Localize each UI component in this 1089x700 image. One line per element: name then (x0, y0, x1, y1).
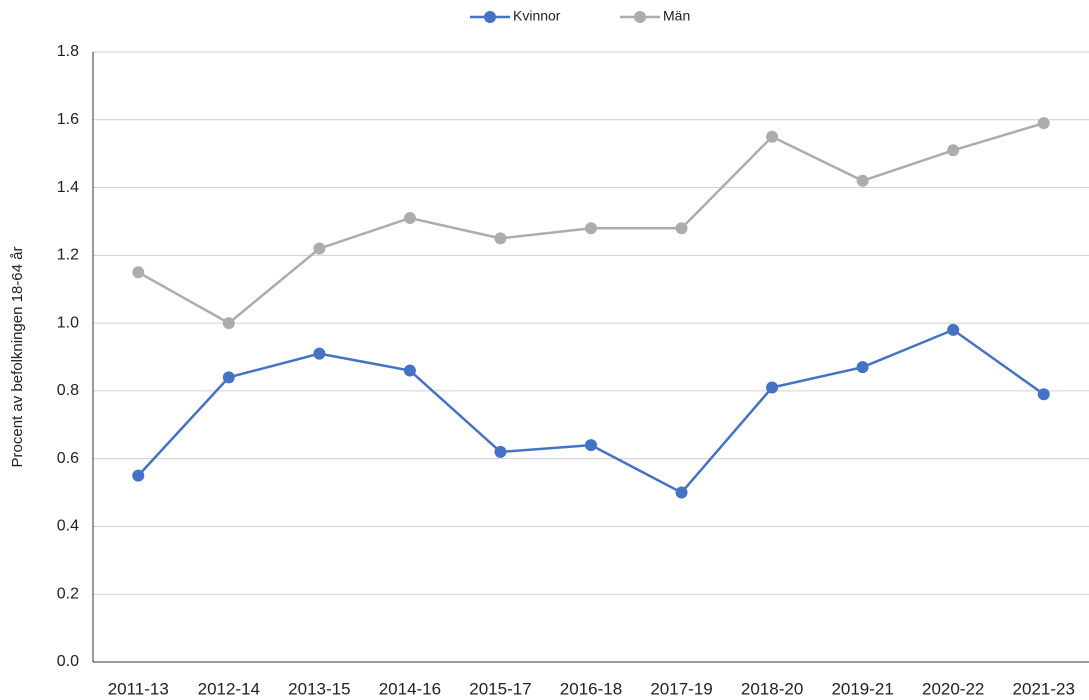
y-tick-label: 1.4 (57, 179, 79, 196)
data-point (585, 439, 597, 452)
data-point (585, 222, 597, 235)
data-point (222, 317, 235, 330)
data-point (313, 347, 326, 360)
legend-label: Kvinnor (513, 8, 561, 24)
data-point (947, 144, 960, 157)
data-point (132, 266, 145, 279)
data-point (403, 364, 416, 377)
x-tick-label: 2017-19 (650, 679, 712, 698)
x-tick-label: 2019-21 (831, 679, 893, 698)
y-tick-label: 1.6 (57, 111, 79, 128)
y-tick-label: 0.8 (57, 382, 79, 399)
x-tick-label: 2015-17 (469, 679, 531, 698)
y-tick-label: 1.8 (57, 43, 79, 60)
y-tick-label: 1.0 (57, 314, 79, 331)
legend-label: Män (663, 8, 690, 24)
data-point (1037, 117, 1050, 130)
data-point (313, 242, 326, 255)
data-point (494, 232, 507, 245)
data-point (766, 381, 779, 394)
data-point (856, 361, 869, 374)
x-tick-label: 2020-22 (922, 679, 984, 698)
data-point (766, 130, 779, 143)
x-tick-label: 2012-14 (198, 679, 260, 698)
data-point (675, 486, 688, 499)
data-point (403, 212, 416, 225)
x-tick-label: 2021-23 (1013, 679, 1075, 698)
y-tick-label: 0.2 (57, 585, 79, 602)
data-point (222, 371, 235, 384)
data-point (947, 323, 960, 336)
y-tick-label: 0.6 (57, 450, 79, 467)
x-tick-label: 2011-13 (108, 679, 169, 698)
data-point (675, 222, 688, 235)
data-point (1037, 388, 1050, 401)
x-tick-label: 2014-16 (379, 679, 441, 698)
y-tick-label: 0.0 (57, 653, 79, 670)
legend-marker (484, 11, 496, 23)
x-tick-label: 2013-15 (288, 679, 350, 698)
y-tick-label: 0.4 (57, 518, 79, 535)
legend-marker (634, 11, 646, 23)
data-point (132, 469, 145, 482)
data-point (494, 445, 507, 458)
x-tick-label: 2016-18 (560, 679, 622, 698)
x-tick-label: 2018-20 (741, 679, 803, 698)
data-point (856, 174, 869, 187)
y-axis-label: Procent av befolkningen 18-64 år (9, 247, 26, 468)
y-tick-label: 1.2 (57, 247, 79, 264)
series-line (137, 328, 1045, 495)
